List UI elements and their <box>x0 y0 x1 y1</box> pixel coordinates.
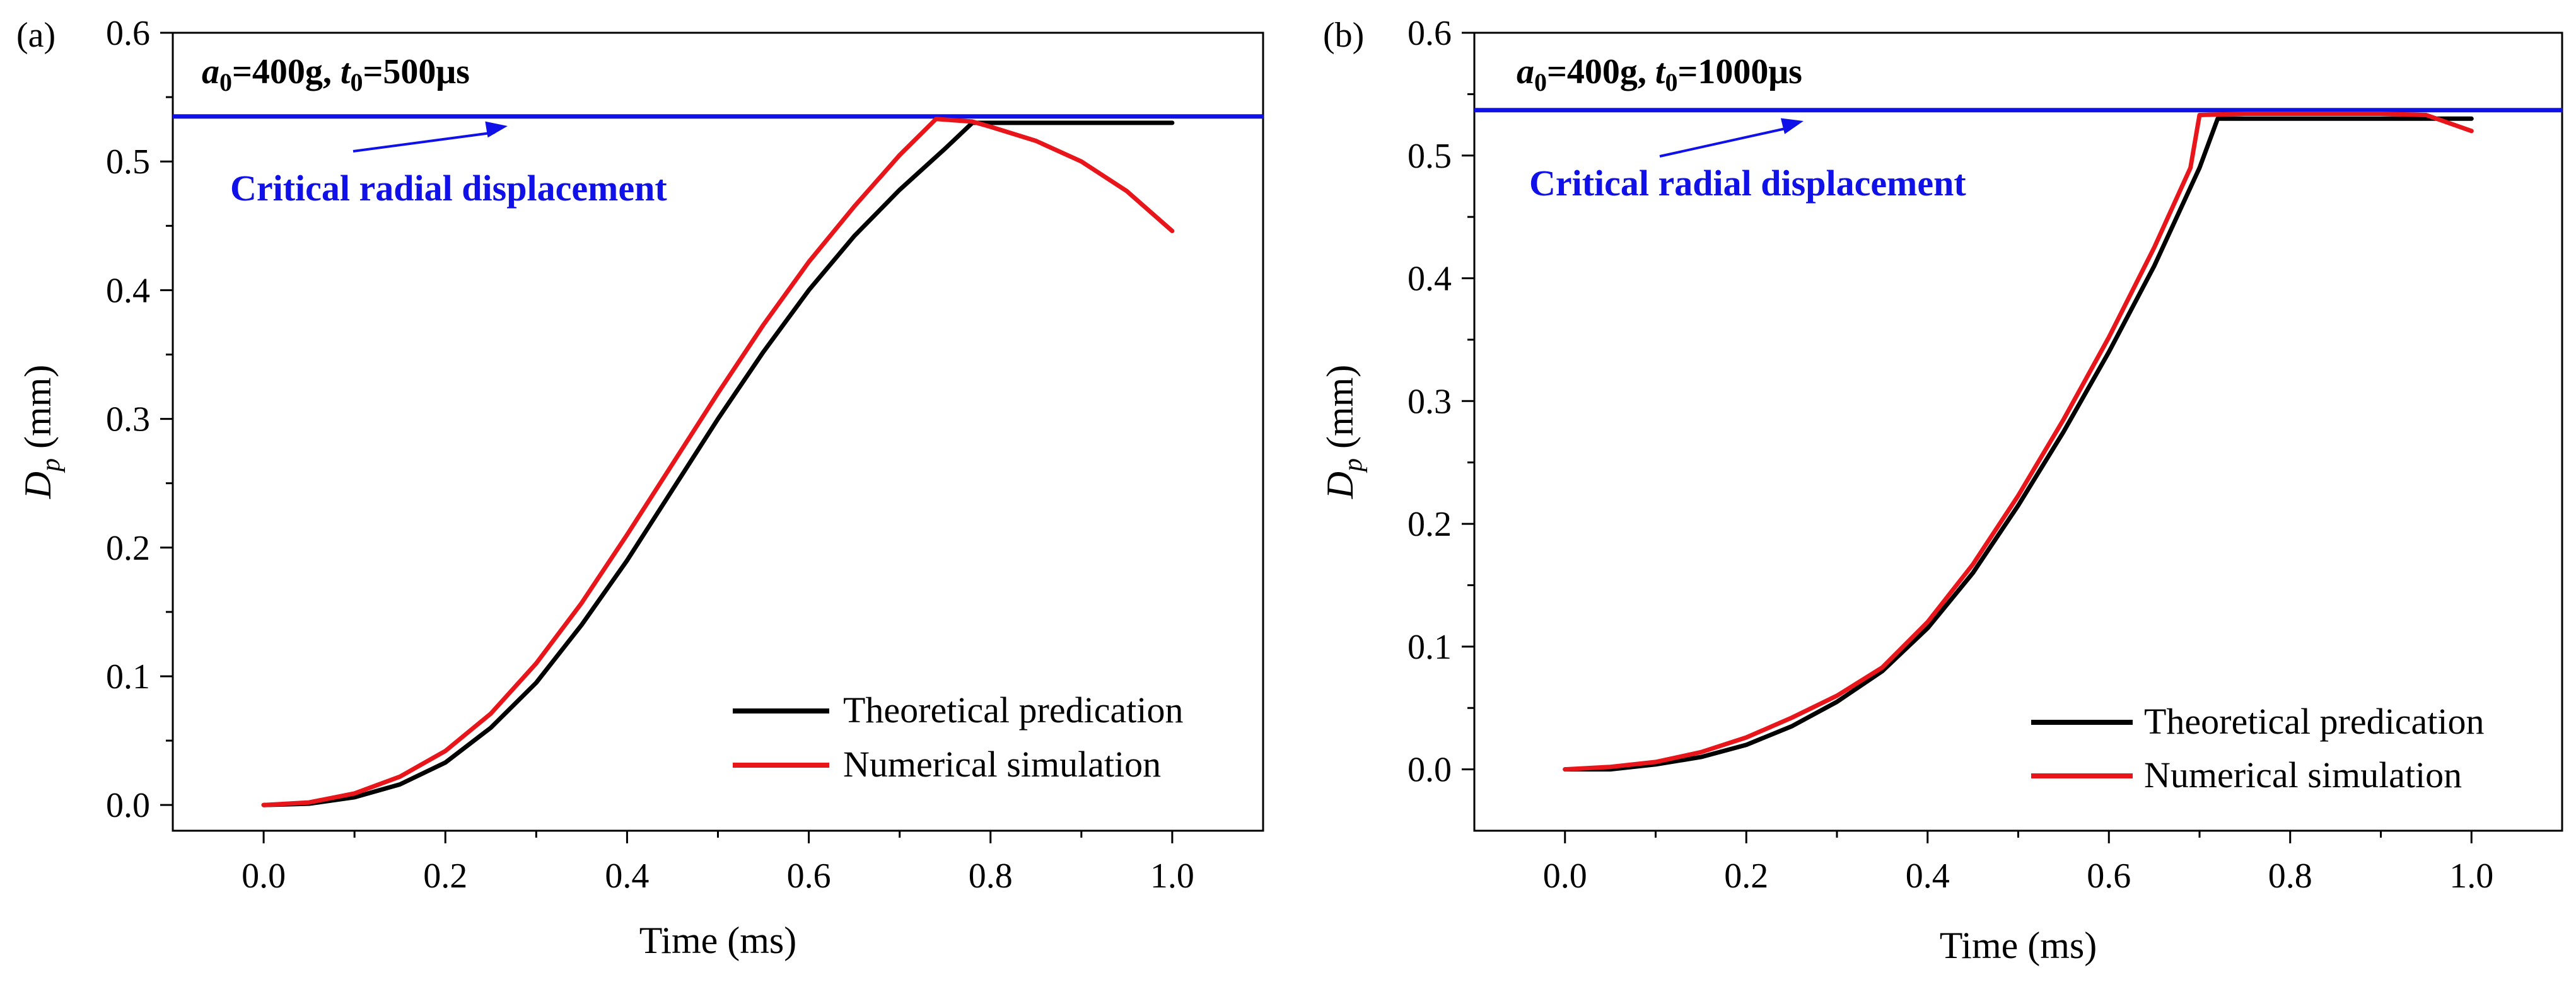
x-tick-label: 1.0 <box>2449 857 2493 896</box>
series-line-numerical <box>1563 112 2474 772</box>
legend: Theoretical predication Numerical simulat… <box>733 690 1183 785</box>
x-tick-label: 0.4 <box>605 857 649 896</box>
legend-entry-label: Numerical simulation <box>843 744 1161 785</box>
y-tick-label: 0.0 <box>106 786 150 825</box>
arrow-shaft <box>1659 126 1792 158</box>
panel-label: (a) <box>16 16 55 55</box>
arrow-head <box>1780 118 1804 134</box>
legend-entry-label: Theoretical predication <box>2144 701 2484 742</box>
x-tick-label: 0.8 <box>969 857 1013 896</box>
legend-entry-label: Theoretical predication <box>843 690 1183 731</box>
x-tick-label: 0.2 <box>1724 857 1768 896</box>
chart-panel-b: 0.0 0.2 0.4 0.6 0.8 1.0 0.0 0.1 0.2 0.3 0.4 0.5 0.6 T… <box>1319 14 2563 966</box>
series-line-numerical <box>261 117 1175 807</box>
condition-label: a0=400g, t0=1000μs <box>1517 52 1802 96</box>
x-tick-label: 0.6 <box>2087 857 2131 896</box>
y-tick-label: 0.4 <box>1407 260 1452 299</box>
condition-label: a0=400g, t0=500μs <box>202 52 470 96</box>
chart-panel-a: 0.0 0.2 0.4 0.6 0.8 1.0 0.0 0.1 0.2 0.3 0.4 0.5 0.6 T… <box>16 14 1264 961</box>
y-tick-label: 0.3 <box>1407 382 1452 421</box>
x-tick-label: 0.2 <box>423 857 467 896</box>
y-tick-label: 0.1 <box>1407 628 1452 667</box>
x-tick-label: 0.6 <box>787 857 831 896</box>
arrow-head <box>485 121 508 138</box>
series-line-theoretical <box>1563 116 2474 772</box>
y-tick-label: 0.6 <box>1407 14 1452 53</box>
x-tick-label: 1.0 <box>1150 857 1194 896</box>
y-axis-title: Dp (mm) <box>17 365 66 500</box>
y-tick-label: 0.4 <box>106 271 150 310</box>
panel-label: (b) <box>1323 16 1364 55</box>
x-axis-title: Time (ms) <box>639 920 797 961</box>
legend-entry-label: Numerical simulation <box>2144 754 2462 795</box>
series-line-theoretical <box>261 120 1175 807</box>
y-tick-label: 0.6 <box>106 14 150 53</box>
legend: Theoretical predication Numerical simulat… <box>2031 701 2484 795</box>
critical-displacement-label: Critical radial displacement <box>230 168 667 209</box>
y-tick-label: 0.1 <box>106 657 150 696</box>
x-tick-label: 0.0 <box>242 857 286 896</box>
x-tick-label: 0.4 <box>1906 857 1950 896</box>
y-tick-label: 0.3 <box>106 400 150 439</box>
y-tick-label: 0.0 <box>1407 751 1452 790</box>
critical-displacement-label: Critical radial displacement <box>1529 163 1966 204</box>
y-tick-label: 0.5 <box>1407 137 1452 176</box>
y-axis-title: Dp (mm) <box>1319 365 1368 500</box>
x-tick-label: 0.8 <box>2268 857 2312 896</box>
y-tick-label: 0.5 <box>106 142 150 182</box>
y-tick-label: 0.2 <box>1407 505 1452 544</box>
x-tick-label: 0.0 <box>1543 857 1587 896</box>
y-tick-label: 0.2 <box>106 529 150 568</box>
arrow-shaft <box>353 131 496 153</box>
x-axis-title: Time (ms) <box>1940 925 2097 966</box>
